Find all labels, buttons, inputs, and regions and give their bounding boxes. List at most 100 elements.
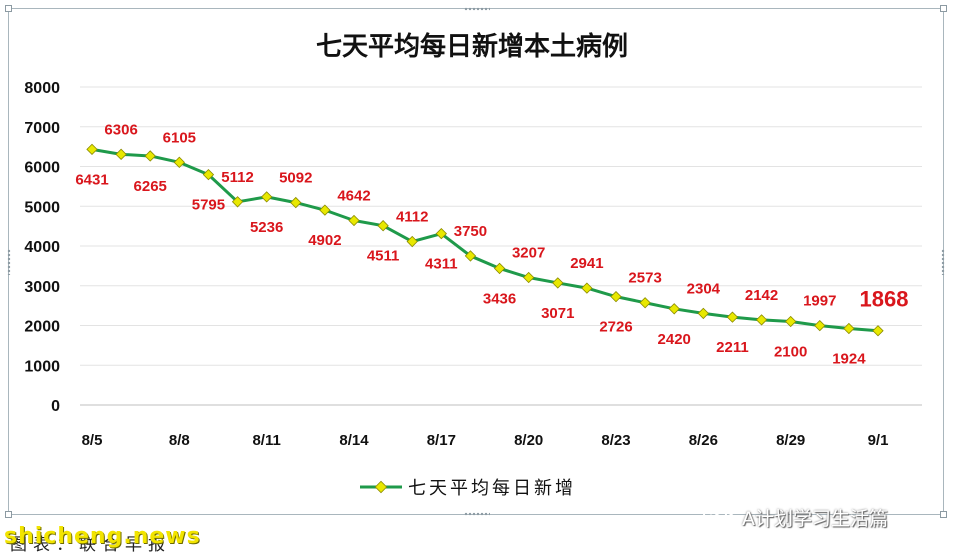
y-tick-label-1000: 1000 (24, 358, 60, 375)
data-label-8-27: 2211 (716, 339, 749, 356)
x-tick-label-9-1: 9/1 (868, 432, 889, 449)
x-tick-label-8-8: 8/8 (169, 432, 190, 449)
x-tick-label-8-14: 8/14 (339, 432, 369, 449)
data-label-8-16: 4112 (396, 209, 429, 226)
data-label-8-31: 1924 (832, 351, 866, 368)
data-label-8-22: 2941 (570, 255, 603, 272)
series-line (91, 147, 879, 333)
data-point-8-15 (377, 220, 389, 232)
y-tick-label-4000: 4000 (24, 239, 60, 256)
data-point-8-22 (581, 282, 593, 294)
chart-title: 七天平均每日新增本土病例 (316, 31, 628, 62)
y-tick-label-2000: 2000 (24, 319, 60, 336)
data-label-8-14: 4642 (337, 187, 370, 204)
data-point-8-8 (173, 156, 185, 168)
data-label-8-26: 2304 (687, 280, 721, 297)
data-point-8-26 (697, 307, 709, 320)
data-label-8-20: 3207 (512, 245, 545, 262)
x-tick-label-8-26: 8/26 (689, 432, 718, 449)
data-point-8-9 (202, 168, 215, 181)
data-label-8-25: 2420 (658, 331, 691, 348)
data-point-8-12 (290, 196, 302, 209)
data-point-8-6 (115, 148, 127, 160)
data-label-8-8: 6105 (163, 129, 196, 146)
data-point-8-29 (785, 315, 797, 328)
data-label-8-30: 1997 (803, 293, 836, 310)
data-point-8-11 (261, 191, 273, 203)
resize-handle-bottom[interactable] (464, 511, 490, 517)
data-point-8-28 (755, 314, 768, 326)
y-tick-label-0: 0 (51, 398, 60, 415)
legend-marker (374, 480, 388, 494)
data-point-8-10 (231, 196, 244, 208)
watermark-shicheng: shicheng.news (4, 524, 201, 549)
data-labels: 6431 6306 6265 6105 5795 5112 5236 5092 4902 4642… (75, 121, 908, 367)
data-label-8-28: 2142 (745, 287, 778, 304)
data-label-8-12: 5092 (279, 170, 312, 187)
resize-handle-bottom-right[interactable] (940, 511, 947, 518)
data-label-8-19: 3436 (483, 290, 516, 307)
data-point-8-19 (493, 262, 506, 275)
resize-handle-top-left[interactable] (5, 5, 12, 12)
x-tick-label-8-23: 8/23 (601, 432, 630, 449)
y-tick-label-8000: 8000 (24, 80, 60, 97)
data-label-8-7: 6265 (134, 178, 167, 195)
data-label-8-23: 2726 (599, 319, 632, 336)
data-point-8-21 (552, 277, 564, 289)
resize-handle-left[interactable] (6, 249, 12, 275)
data-point-8-30 (814, 319, 826, 332)
data-point-8-18 (464, 250, 477, 262)
data-label-8-18: 3750 (454, 223, 487, 240)
data-label-8-6: 6306 (104, 121, 137, 138)
data-point-9-1 (872, 325, 884, 337)
y-tick-label-6000: 6000 (24, 160, 60, 177)
x-axis-tick-labels: 8/5 8/8 8/11 8/14 8/17 8/20 8/23 8/26 8/29 9/1 (82, 432, 889, 449)
x-tick-label-8-5: 8/5 (82, 432, 103, 449)
data-label-9-1: 1868 (860, 287, 909, 312)
legend: 七天平均每日新增 (360, 478, 576, 499)
y-axis-tick-labels: 0 1000 2000 3000 4000 5000 6000 7000 8000 (24, 80, 60, 415)
footer-source: 图表：联合早报 (10, 535, 171, 555)
data-label-8-29: 2100 (774, 344, 807, 361)
data-point-8-27 (726, 311, 739, 323)
x-tick-label-8-20: 8/20 (514, 432, 543, 449)
data-label-8-24: 2573 (628, 270, 661, 287)
data-point-8-13 (319, 204, 331, 216)
y-tick-label-3000: 3000 (24, 279, 60, 296)
data-point-8-5 (86, 143, 98, 156)
resize-handle-top[interactable] (464, 6, 490, 12)
data-label-8-11: 5236 (250, 219, 283, 236)
chart-frame (5, 5, 947, 518)
data-point-8-25 (668, 303, 680, 315)
data-point-8-17 (435, 227, 447, 240)
data-point-8-23 (610, 290, 622, 303)
data-point-8-14 (348, 214, 360, 227)
data-label-8-21: 3071 (541, 305, 574, 322)
data-label-8-15: 4511 (367, 248, 400, 265)
data-label-8-10: 5112 (221, 169, 254, 186)
data-point-8-31 (843, 322, 855, 335)
y-tick-label-5000: 5000 (24, 199, 60, 216)
grid-lines (80, 86, 922, 406)
x-tick-label-8-17: 8/17 (427, 432, 456, 449)
legend-label: 七天平均每日新增 (408, 478, 576, 499)
x-tick-label-8-29: 8/29 (776, 432, 805, 449)
x-tick-label-8-11: 8/11 (252, 432, 280, 449)
data-point-8-20 (523, 271, 535, 284)
data-point-8-7 (144, 150, 156, 162)
series-layer (86, 143, 884, 337)
resize-handle-right[interactable] (940, 249, 946, 275)
wechat-badge: A计划学习生活篇 (702, 502, 888, 532)
data-label-8-5: 6431 (75, 171, 108, 188)
y-tick-label-7000: 7000 (24, 120, 60, 137)
resize-handle-bottom-left[interactable] (5, 511, 12, 518)
wechat-account-name: A计划学习生活篇 (742, 507, 888, 530)
data-label-8-13: 4902 (308, 232, 341, 249)
data-label-8-17: 4311 (425, 256, 458, 273)
wechat-icon (703, 504, 735, 529)
data-point-8-16 (406, 235, 418, 248)
resize-handle-top-right[interactable] (940, 5, 947, 12)
data-point-8-24 (639, 297, 651, 309)
data-label-8-9: 5795 (192, 197, 225, 214)
